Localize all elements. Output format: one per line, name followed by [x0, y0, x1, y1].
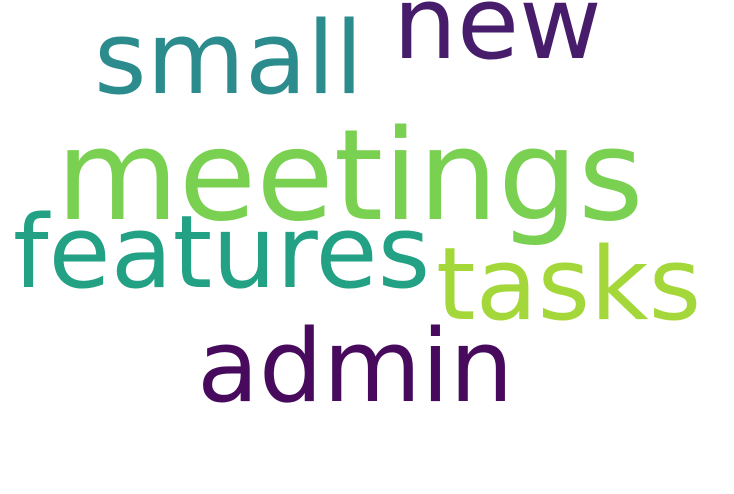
- word-small: small: [94, 0, 364, 117]
- word-features: features: [13, 193, 431, 311]
- word-meetings: meetings: [56, 102, 644, 249]
- word-admin: admin: [197, 307, 514, 425]
- word-new: new: [393, 0, 602, 82]
- word-tasks: tasks: [436, 225, 702, 343]
